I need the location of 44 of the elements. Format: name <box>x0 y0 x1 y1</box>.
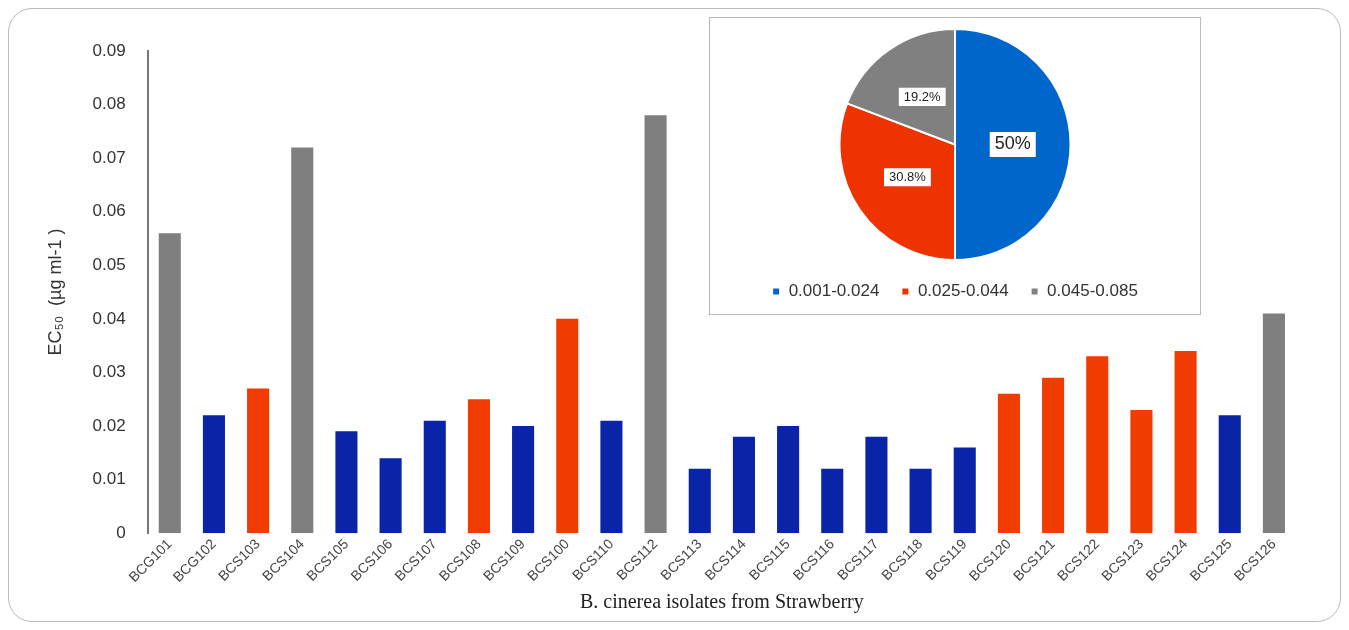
data-label: 19.2% <box>903 88 942 104</box>
bar <box>600 420 623 534</box>
bar <box>423 420 446 534</box>
bar <box>1042 377 1065 534</box>
legend-label: 0.025-0.044 <box>917 281 1009 301</box>
y-tick-label: 0 <box>116 522 126 542</box>
bar <box>865 436 888 534</box>
y-tick-label: 0.09 <box>92 40 126 60</box>
bar <box>247 388 270 534</box>
bar <box>512 426 535 534</box>
x-axis-title: B. cinerea isolates from Strawberry <box>579 590 864 614</box>
bar <box>1130 409 1153 534</box>
legend-label: 0.001-0.024 <box>788 281 880 301</box>
bar <box>821 468 844 534</box>
bar <box>953 447 976 534</box>
y-tick-label: 0.07 <box>92 147 126 167</box>
bar <box>158 233 181 534</box>
bar <box>732 436 755 534</box>
bar <box>379 458 402 534</box>
bar <box>688 468 711 534</box>
data-label: 30.8% <box>889 168 927 184</box>
bar <box>777 426 800 534</box>
y-tick-label: 0.05 <box>92 254 126 274</box>
bar <box>909 468 932 534</box>
y-tick-label: 0.08 <box>92 94 126 114</box>
bar <box>556 318 579 534</box>
y-tick-label: 0.06 <box>92 201 126 221</box>
bar <box>1262 313 1285 534</box>
bar <box>467 399 490 534</box>
y-tick-label: 0.04 <box>92 308 126 328</box>
y-axis-title: EC₅₀ (µg ml-1 ) <box>44 228 65 356</box>
bar <box>1174 351 1197 534</box>
y-tick-label: 0.01 <box>92 469 126 489</box>
bar <box>644 115 667 534</box>
bar <box>1086 356 1109 534</box>
y-tick-label: 0.02 <box>92 415 126 435</box>
bar <box>291 147 314 534</box>
bar <box>202 415 225 534</box>
bar <box>997 393 1020 534</box>
data-label: 50% <box>994 133 1031 154</box>
y-tick-label: 0.03 <box>92 362 126 382</box>
bar <box>335 431 358 534</box>
bar <box>1218 415 1241 534</box>
legend-label: 0.045-0.085 <box>1047 281 1138 301</box>
